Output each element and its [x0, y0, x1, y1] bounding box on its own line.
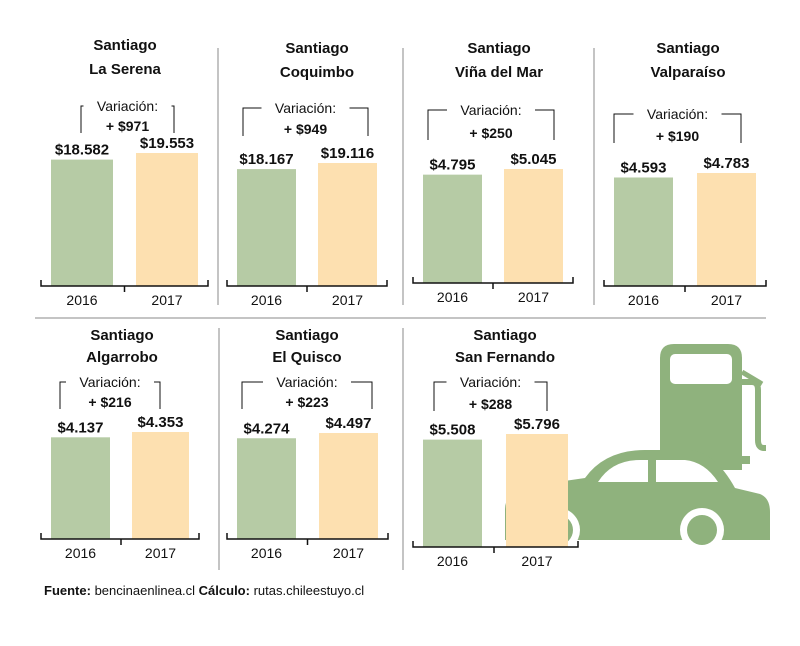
tick-label: 2016 [66, 292, 97, 308]
calculation-text: rutas.chileestuyo.cl [253, 583, 365, 598]
tick-label: 2017 [518, 289, 549, 305]
variation-label: Variación: [460, 374, 521, 390]
variation-label: Variación: [79, 374, 140, 390]
variation-value: + $216 [88, 394, 131, 410]
variation-value: + $190 [656, 128, 699, 144]
tick-label: 2017 [521, 553, 552, 569]
bar-2017 [319, 433, 378, 539]
bar-2016 [237, 438, 296, 539]
variation-value: + $971 [106, 118, 149, 134]
variation-value: + $250 [469, 125, 512, 141]
axis-baseline [412, 541, 579, 553]
tick-label: 2016 [251, 545, 282, 561]
variation-bracket [241, 381, 373, 409]
chart-title: Santiago [93, 37, 156, 54]
variation-label: Variación: [275, 100, 336, 116]
data-label: $18.167 [239, 151, 293, 168]
data-label: $5.796 [514, 416, 560, 433]
variation-bracket [80, 105, 175, 133]
source-note: Fuente: bencinaenlinea.cl Cálculo: rutas… [44, 583, 364, 598]
tick-label: 2017 [333, 545, 364, 561]
variation-label: Variación: [460, 102, 521, 118]
chart-subtitle: Valparaíso [650, 64, 725, 81]
tick-label: 2016 [437, 553, 468, 569]
bar-2017 [504, 169, 563, 283]
axis-baseline [40, 280, 209, 292]
variation-bracket [59, 381, 161, 409]
chart-title: Santiago [90, 327, 153, 344]
data-label: $4.795 [430, 157, 476, 174]
axis-baseline [603, 280, 767, 292]
tick-label: 2016 [437, 289, 468, 305]
data-label: $5.045 [511, 151, 557, 168]
data-label: $4.593 [621, 159, 667, 176]
variation-bracket [242, 107, 369, 136]
tick-label: 2016 [251, 292, 282, 308]
data-label: $4.783 [704, 155, 750, 172]
variation-value: + $949 [284, 121, 327, 137]
bar-2017 [136, 153, 198, 286]
variation-bracket [613, 113, 742, 143]
chart-title: Santiago [656, 40, 719, 57]
data-label: $4.497 [326, 415, 372, 432]
tick-label: 2017 [145, 545, 176, 561]
variation-value: + $288 [469, 396, 512, 412]
bar-2017 [697, 173, 756, 286]
calculation-label: Cálculo: [198, 583, 250, 598]
bar-2016 [51, 437, 110, 539]
chart-title: Santiago [275, 327, 338, 344]
variation-value: + $223 [285, 394, 328, 410]
tick-label: 2016 [65, 545, 96, 561]
chart-title: Santiago [473, 327, 536, 344]
source-text: bencinaenlinea.cl [94, 583, 196, 598]
chart-subtitle: Viña del Mar [455, 64, 543, 81]
variation-label: Variación: [647, 106, 708, 122]
variation-bracket [433, 381, 548, 411]
axis-baseline [226, 280, 388, 292]
bar-2016 [237, 169, 296, 286]
bar-2016 [423, 439, 482, 547]
data-label: $19.116 [321, 145, 374, 162]
chart-subtitle: Coquimbo [280, 64, 354, 81]
bar-2016 [423, 174, 482, 283]
chart-subtitle: Algarrobo [86, 349, 158, 366]
tick-label: 2017 [332, 292, 363, 308]
chart-title: Santiago [467, 40, 530, 57]
tick-label: 2017 [711, 292, 742, 308]
bar-2016 [51, 159, 113, 286]
chart-title: Santiago [285, 40, 348, 57]
axis-baseline [40, 533, 200, 545]
source-label: Fuente: [44, 583, 91, 598]
variation-label: Variación: [276, 374, 337, 390]
variation-label: Variación: [97, 98, 158, 114]
bar-2017 [506, 434, 568, 547]
data-label: $18.582 [55, 142, 109, 159]
data-label: $4.274 [244, 420, 291, 437]
bar-2017 [132, 432, 189, 539]
chart-subtitle: El Quisco [272, 349, 341, 366]
data-label: $4.137 [58, 419, 104, 436]
axis-baseline [412, 277, 574, 289]
bar-2017 [318, 163, 377, 286]
data-label: $4.353 [138, 414, 184, 431]
axis-baseline [226, 533, 389, 545]
tick-label: 2017 [151, 292, 182, 308]
chart-subtitle: San Fernando [455, 349, 555, 366]
bar-2016 [614, 177, 673, 286]
data-label: $5.508 [430, 422, 476, 439]
tick-label: 2016 [628, 292, 659, 308]
chart-subtitle: La Serena [89, 61, 161, 78]
variation-bracket [427, 109, 555, 140]
data-label: $19.553 [140, 135, 194, 152]
